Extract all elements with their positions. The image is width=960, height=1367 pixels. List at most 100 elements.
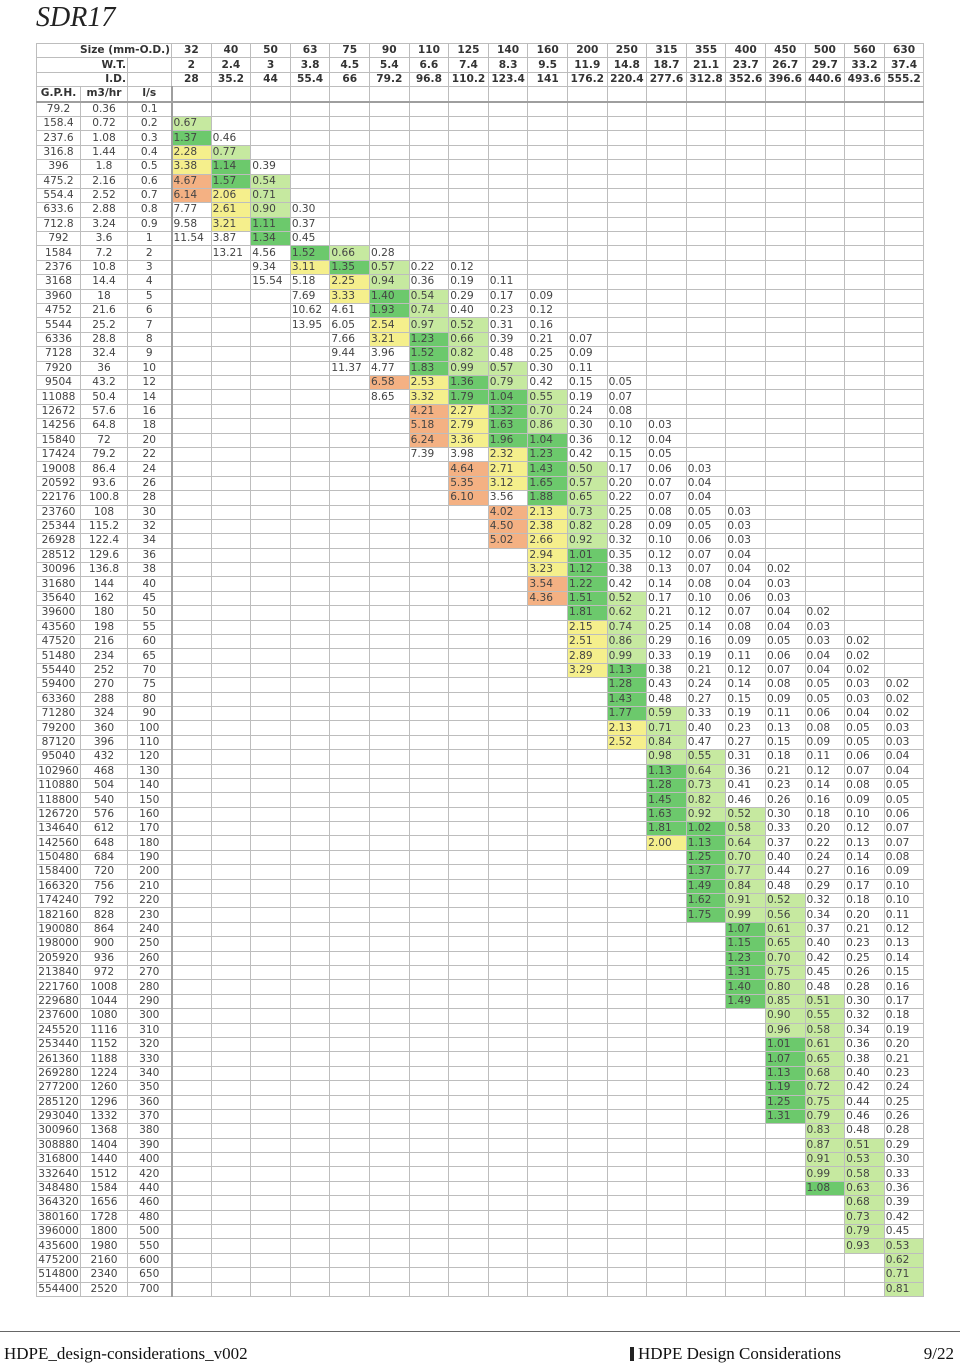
empty-cell [566,878,608,895]
empty-cell [804,187,846,204]
empty-cell [289,1209,331,1226]
empty-cell [725,1036,766,1053]
empty-cell [408,749,450,765]
velocity-cell: 1.79 [448,389,489,405]
ls-cell: 190 [126,849,173,866]
empty-cell [725,1123,766,1139]
ls-cell: 1 [126,231,173,247]
empty-cell [804,231,846,247]
velocity-cell: 1.36 [448,374,489,391]
gph-cell: 39600 [36,605,81,621]
empty-cell [487,878,529,895]
spacer-cell [844,86,885,103]
empty-cell [170,576,212,592]
empty-cell [606,331,648,348]
empty-cell [329,518,370,535]
velocity-cell: 0.58 [804,1022,846,1038]
empty-cell [289,101,331,117]
empty-cell [685,1008,727,1024]
empty-cell [487,648,529,664]
velocity-cell: 0.17 [844,878,885,895]
gph-cell: 182160 [36,907,81,923]
ls-cell: 0.6 [126,173,173,189]
empty-cell [883,115,925,132]
velocity-cell: 2.38 [527,518,568,535]
velocity-cell: 4.21 [408,403,450,420]
empty-cell [883,144,925,161]
empty-cell [329,964,370,981]
empty-cell [250,288,291,305]
empty-cell [448,1065,489,1082]
velocity-cell: 0.36 [566,432,608,448]
velocity-cell: 0.68 [844,1195,885,1211]
wt-cell: 5.4 [369,57,410,73]
empty-cell [606,1022,648,1038]
ls-cell: 38 [126,562,173,578]
velocity-cell: 2.06 [210,187,252,204]
empty-cell [170,720,212,736]
empty-cell [210,749,252,765]
velocity-cell: 0.65 [566,490,608,506]
velocity-cell: 0.29 [448,288,489,305]
ls-cell: 280 [126,979,173,995]
table-row: 35640 162 45 4.36 1.51 0.52 0.17 0.10 0.06 0.03 [36,590,925,607]
velocity-cell: 0.06 [804,705,846,722]
empty-cell [566,835,608,851]
empty-cell [170,1008,212,1024]
velocity-cell: 0.24 [883,1080,925,1096]
empty-cell [448,893,489,909]
m3hr-cell: 10.8 [80,259,128,276]
empty-cell [289,806,331,823]
empty-cell [250,1195,291,1211]
empty-cell [448,1238,489,1254]
empty-cell [289,374,331,391]
velocity-cell: 1.34 [250,231,291,247]
empty-cell [210,907,252,923]
velocity-cell: 0.18 [883,1008,925,1024]
empty-cell [170,259,212,276]
empty-cell [844,101,885,117]
empty-cell [210,1123,252,1139]
table-row: 9504 43.2 12 6.58 2.53 1.36 0.79 0.42 0.15 0.05 [36,374,925,391]
velocity-cell: 7.69 [289,288,331,305]
spacer-cell [289,86,331,103]
empty-cell [487,849,529,866]
empty-cell [369,1036,410,1053]
m3hr-cell: 1980 [80,1238,128,1254]
gph-cell: 47520 [36,634,81,650]
gph-cell: 158.4 [36,115,81,132]
m3hr-cell: 864 [80,921,128,938]
empty-cell [369,893,410,909]
empty-cell [210,777,252,794]
empty-cell [883,130,925,146]
empty-cell [527,950,568,967]
velocity-cell: 0.11 [883,907,925,923]
empty-cell [170,504,212,520]
velocity-cell: 0.08 [883,849,925,866]
empty-cell [408,691,450,707]
empty-cell [685,173,727,189]
empty-cell [329,821,370,837]
empty-cell [646,1022,687,1038]
ls-cell: 0.7 [126,187,173,204]
empty-cell [685,360,727,376]
empty-cell [250,662,291,679]
empty-cell [527,734,568,751]
empty-cell [289,936,331,952]
empty-cell [566,259,608,276]
gph-cell: 237.6 [36,130,81,146]
empty-cell [170,418,212,434]
velocity-cell: 0.36 [844,1036,885,1053]
id-cell: 440.6 [804,71,846,88]
velocity-cell: 1.93 [369,303,410,319]
empty-cell [408,518,450,535]
empty-cell [606,1008,648,1024]
empty-cell [566,1166,608,1182]
m3hr-cell: 1.44 [80,144,128,161]
empty-cell [685,1051,727,1067]
velocity-cell: 0.09 [725,634,766,650]
empty-cell [448,878,489,895]
empty-cell [448,1094,489,1110]
empty-cell [250,849,291,866]
velocity-cell: 0.26 [883,1108,925,1125]
